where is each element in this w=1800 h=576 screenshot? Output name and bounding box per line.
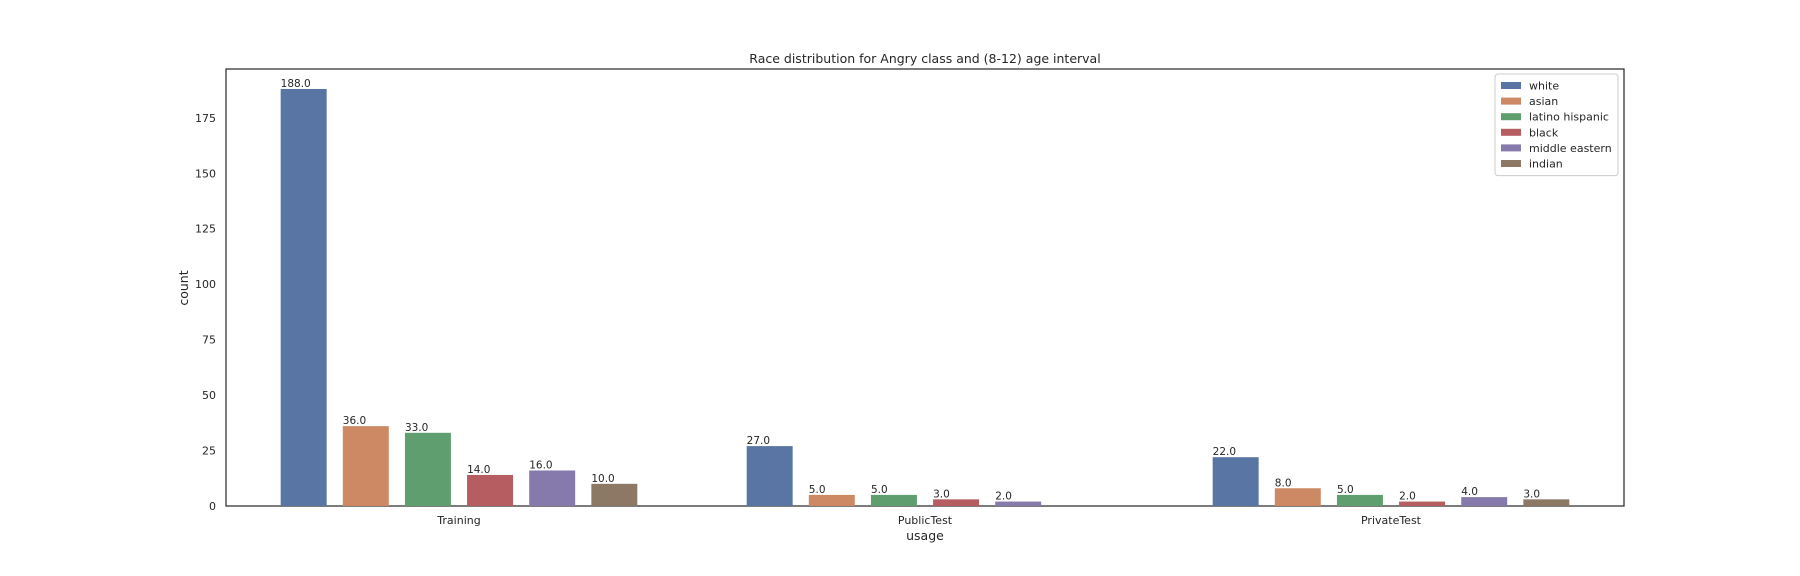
legend-swatch bbox=[1501, 160, 1521, 167]
legend: white asian latino hispanic black middle eas… bbox=[1494, 73, 1619, 177]
y-tick-label: 150 bbox=[195, 167, 216, 180]
bar-latino-hispanic-publictest bbox=[870, 494, 917, 506]
bar-asian-training bbox=[342, 426, 389, 506]
data-label: 3.0 bbox=[1523, 488, 1540, 500]
data-label: 188.0 bbox=[281, 78, 311, 90]
x-tick-label: PublicTest bbox=[898, 514, 953, 527]
legend-label: asian bbox=[1529, 95, 1558, 108]
legend-label: middle eastern bbox=[1529, 142, 1612, 155]
bar-middle-eastern-publictest bbox=[995, 501, 1042, 506]
bar-black-training bbox=[467, 474, 514, 506]
data-label: 22.0 bbox=[1213, 446, 1236, 458]
bar-black-privatetest bbox=[1399, 501, 1446, 506]
bar-middle-eastern-privatetest bbox=[1461, 497, 1508, 506]
legend-swatch bbox=[1501, 97, 1521, 105]
data-label: 36.0 bbox=[343, 415, 366, 427]
legend-swatch bbox=[1501, 144, 1521, 152]
data-label: 8.0 bbox=[1275, 477, 1292, 489]
data-label: 2.0 bbox=[1399, 491, 1416, 503]
y-tick-label: 25 bbox=[202, 445, 216, 458]
legend-swatch bbox=[1501, 128, 1521, 136]
bar-white-privatetest bbox=[1212, 457, 1259, 506]
data-label: 5.0 bbox=[871, 484, 888, 496]
plot-area: 0 25 50 75 100 125 150 175 Training 188.0 36.0 33.0… bbox=[195, 68, 1625, 527]
data-label: 27.0 bbox=[747, 435, 770, 447]
bar-latino-hispanic-training bbox=[404, 432, 451, 506]
legend-swatch bbox=[1501, 82, 1521, 89]
data-label: 33.0 bbox=[405, 422, 428, 434]
y-tick-label: 125 bbox=[195, 223, 216, 236]
y-tick-label: 175 bbox=[195, 112, 216, 125]
legend-label: latino hispanic bbox=[1529, 111, 1609, 124]
plot-frame bbox=[225, 68, 1625, 507]
y-axis-title: count bbox=[176, 270, 191, 305]
bar-indian-privatetest bbox=[1523, 499, 1570, 506]
x-axis-title: usage bbox=[906, 528, 944, 543]
bar-asian-publictest bbox=[808, 494, 855, 506]
bar-white-publictest bbox=[746, 446, 793, 506]
data-label: 10.0 bbox=[591, 473, 614, 485]
x-tick-label: PrivateTest bbox=[1361, 514, 1422, 527]
y-tick-label: 50 bbox=[202, 389, 216, 402]
data-label: 16.0 bbox=[529, 460, 552, 472]
data-label: 5.0 bbox=[809, 484, 826, 496]
bar-indian-training bbox=[591, 483, 638, 506]
legend-label: indian bbox=[1529, 158, 1563, 171]
data-label: 3.0 bbox=[933, 488, 950, 500]
bar-latino-hispanic-privatetest bbox=[1336, 494, 1383, 506]
y-tick-label: 0 bbox=[209, 500, 216, 513]
legend-label: black bbox=[1529, 126, 1559, 139]
data-label: 5.0 bbox=[1337, 484, 1354, 496]
bar-middle-eastern-training bbox=[529, 470, 576, 506]
data-label: 2.0 bbox=[995, 491, 1012, 503]
y-tick-label: 75 bbox=[202, 334, 216, 347]
legend-label: white bbox=[1529, 80, 1559, 93]
data-label: 14.0 bbox=[467, 464, 490, 476]
data-label: 4.0 bbox=[1461, 486, 1478, 498]
y-tick-label: 100 bbox=[195, 278, 216, 291]
x-tick-label: Training bbox=[436, 514, 480, 527]
bar-black-publictest bbox=[933, 499, 980, 506]
chart-title: Race distribution for Angry class and (8… bbox=[749, 51, 1100, 66]
bar-white-training bbox=[280, 88, 327, 506]
legend-box bbox=[1494, 73, 1619, 177]
bar-asian-privatetest bbox=[1274, 488, 1321, 506]
legend-swatch bbox=[1501, 113, 1521, 121]
